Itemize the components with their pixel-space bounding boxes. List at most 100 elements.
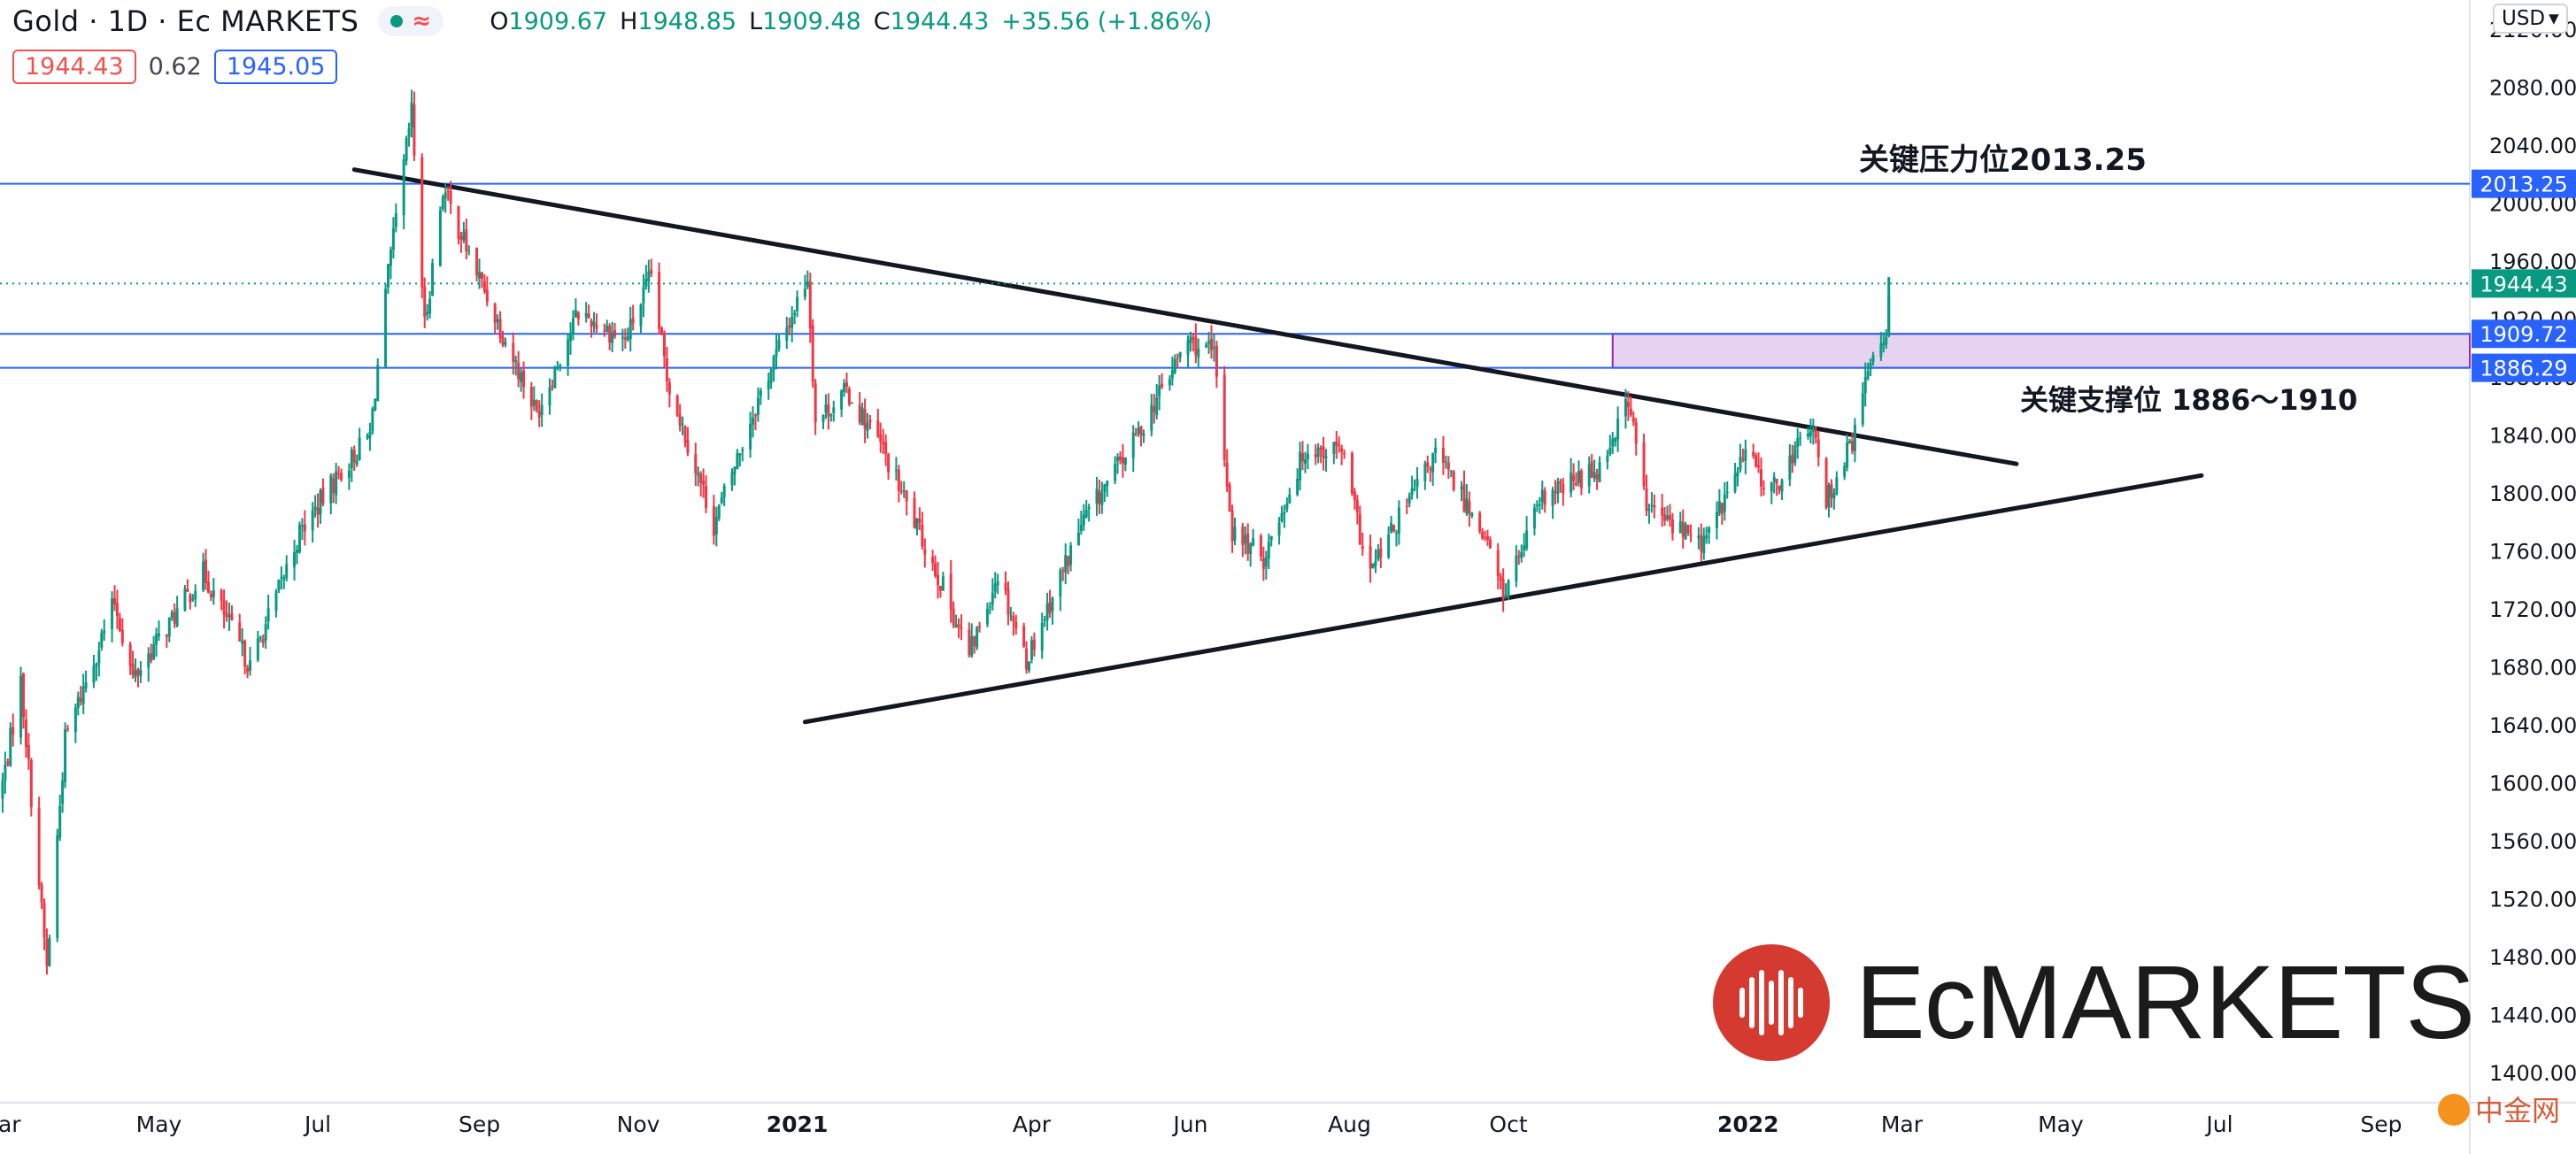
candle [428, 290, 432, 319]
candle [1752, 443, 1755, 459]
candle-body [1121, 457, 1124, 464]
candle [332, 473, 335, 504]
candle [642, 273, 645, 318]
candle-body [1048, 602, 1052, 614]
candle-body [371, 408, 374, 432]
candle-body [887, 454, 891, 473]
candle-body [592, 321, 596, 326]
candle-body [1434, 447, 1438, 454]
ecmarkets-watermark: EcMARKETS [1713, 944, 2475, 1061]
candle-body [720, 497, 723, 504]
candle [438, 206, 442, 267]
candle [667, 378, 671, 408]
candle [1210, 325, 1214, 359]
candle-body [1103, 484, 1107, 492]
candle [1723, 481, 1726, 521]
candle [1299, 442, 1302, 491]
symbol-title[interactable]: Gold · 1D · Ec MARKETS [12, 4, 359, 38]
candle-body [1814, 430, 1817, 438]
y-tick-label: 1480.00 [2489, 945, 2576, 970]
candle-body [459, 235, 463, 240]
y-tick-label: 1560.00 [2489, 829, 2576, 854]
candle-body [405, 137, 408, 161]
candle [189, 592, 192, 610]
candle-body [991, 592, 994, 605]
candle [329, 473, 333, 515]
candle-body [808, 281, 812, 329]
candle [498, 311, 502, 343]
candle [165, 634, 168, 649]
candle [1517, 550, 1521, 565]
candle [1150, 394, 1153, 437]
x-tick-label: Aug [1328, 1112, 1371, 1137]
candle [1142, 429, 1145, 443]
candle [1098, 479, 1101, 514]
candle [84, 670, 88, 693]
candle-body [441, 196, 444, 210]
candle [936, 561, 939, 599]
candle [1079, 511, 1083, 535]
candle-body [12, 727, 15, 735]
candle-body [699, 473, 703, 483]
candle-body [1670, 519, 1674, 534]
candle-body [48, 937, 51, 966]
candle-body [1739, 457, 1742, 470]
candle [61, 772, 65, 813]
candle [978, 621, 982, 633]
candle-body [879, 435, 883, 442]
candle-body [576, 312, 580, 319]
candle-body [936, 574, 939, 585]
candle-body [1084, 509, 1088, 518]
candle [241, 627, 244, 657]
candle-body [303, 524, 306, 532]
candle [1551, 487, 1554, 519]
candle-body [529, 387, 533, 407]
delayed-data-icon: ≈ [412, 8, 432, 35]
candle [139, 661, 143, 683]
candle [660, 326, 664, 335]
candle-body [1697, 535, 1701, 539]
support-zone[interactable] [1611, 333, 2471, 369]
candle [1288, 488, 1292, 504]
candle-body [1014, 621, 1018, 628]
candle-body [1431, 452, 1435, 473]
y-tick-label: 1840.00 [2489, 423, 2576, 448]
candle-body [136, 669, 140, 675]
currency-selector[interactable]: USD ▾ [2493, 4, 2568, 34]
candle-body [1848, 441, 1852, 443]
candle [155, 627, 158, 658]
candle [1885, 329, 1888, 350]
candle [238, 613, 242, 642]
candle [1535, 500, 1539, 512]
candle [1559, 478, 1562, 493]
candle [1708, 526, 1711, 544]
candle [772, 354, 775, 382]
market-status-pill[interactable]: ≈ [378, 6, 444, 36]
candle-body [1264, 557, 1268, 567]
candle [551, 379, 554, 391]
candle-body [1405, 505, 1408, 507]
candle-body [475, 248, 479, 276]
candle [1702, 527, 1706, 560]
candle [111, 591, 114, 642]
candle-body [824, 404, 828, 413]
candle [887, 452, 891, 481]
buy-price-button[interactable]: 1945.05 [213, 50, 338, 84]
candle [147, 647, 150, 682]
candle [282, 574, 286, 589]
candle-body [1642, 442, 1646, 487]
candle [1285, 497, 1289, 513]
candle [1324, 449, 1328, 472]
candle [371, 406, 374, 435]
candle-body [1061, 569, 1065, 571]
candle-body [1415, 478, 1419, 488]
sell-price-button[interactable]: 1944.43 [12, 50, 136, 84]
candle [970, 623, 974, 658]
trend-line[interactable] [351, 167, 2019, 466]
candle [968, 622, 971, 658]
candle-body [540, 404, 544, 416]
candle-body [1835, 477, 1839, 495]
candle-body [261, 639, 265, 643]
